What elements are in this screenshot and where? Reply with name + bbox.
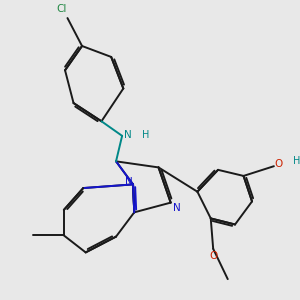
Text: H: H [293, 157, 300, 166]
Text: N: N [125, 176, 133, 187]
Text: H: H [142, 130, 149, 140]
Text: Cl: Cl [57, 4, 67, 14]
Text: N: N [173, 203, 181, 213]
Text: O: O [274, 159, 283, 170]
Text: N: N [124, 130, 132, 140]
Text: O: O [209, 250, 217, 261]
